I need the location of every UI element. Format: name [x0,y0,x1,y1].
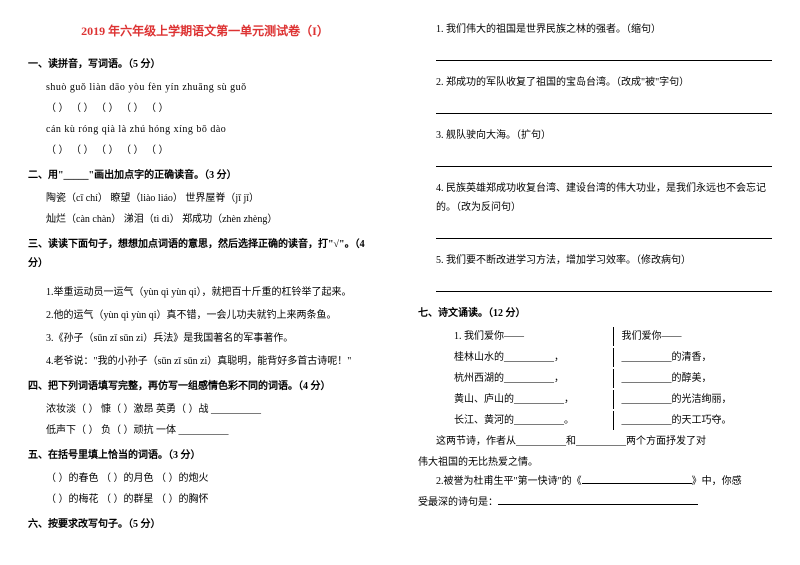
poem-row-1: 1. 我们爱你—— 我们爱你—— [418,327,772,346]
poem-1r: 我们爱你—— [622,327,773,346]
section-7-heading: 七、诗文诵读。（12 分） [418,304,772,323]
poem-q2a: 2.被誉为杜甫生平"第一快诗"的《 [436,476,582,487]
paren-row-1: （ ） （ ） （ ） （ ） （ ） [28,99,382,118]
poem-row-2: 桂林山水的__________， __________的清香， [418,348,772,367]
answer-line-1 [436,47,772,61]
s2-line-1: 陶瓷（cī chí） 瞭望（liào liáo） 世界屋脊（jī jǐ） [28,189,382,208]
pinyin-row-2: cán kù róng qià là zhú hóng xíng bō dào [28,120,382,139]
blank [582,473,692,484]
poem-2l: 桂林山水的__________， [454,348,605,367]
poem-row-4: 黄山、庐山的__________， __________的光洁绚丽， [418,390,772,409]
right-column: 1. 我们伟大的祖国是世界民族之林的强者。（缩句） 2. 郑成功的军队收复了祖国… [400,20,782,545]
exam-title: 2019 年六年级上学期语文第一单元测试卷（I） [28,20,382,43]
q5: 5. 我们要不断改进学习方法，增加学习效率。（修改病句） [418,251,772,270]
q4: 4. 民族英雄郑成功收复台湾、建设台湾的伟大功业，是我们永远也不会忘记的。（改为… [418,179,772,217]
poem-sep [613,348,614,367]
q3: 3. 舰队驶向大海。（扩句） [418,126,772,145]
poem-row-3: 杭州西湖的__________， __________的醇美， [418,369,772,388]
paren-row-2: （ ） （ ） （ ） （ ） （ ） [28,141,382,160]
poem-sep [613,369,614,388]
section-4-heading: 四、把下列词语填写完整，再仿写一组感情色彩不同的词语。（4 分） [28,377,382,396]
poem-q2-line2: 受最深的诗句是： [418,493,772,512]
poem-q2c: 受最深的诗句是： [418,497,498,508]
section-2-heading: 二、用"_____"画出加点字的正确读音。（3 分） [28,166,382,185]
poem-2r: __________的清香， [622,348,773,367]
answer-line-3 [436,153,772,167]
poem-4r: __________的光洁绚丽， [622,390,773,409]
q2: 2. 郑成功的军队收复了祖国的宝岛台湾。（改成"被"字句） [418,73,772,92]
section-5-heading: 五、在括号里填上恰当的词语。（3 分） [28,446,382,465]
poem-5r: __________的天工巧夺。 [622,411,773,430]
s3-q1: 1.举重运动员一运气（yùn qì yùn qi），就把百十斤重的杠铃举了起来。 [28,283,382,302]
s4-line-2: 低声下（ ） 负（ ）顽抗 一体 __________ [28,421,382,440]
poem-row-5: 长江、黄河的__________。 __________的天工巧夺。 [418,411,772,430]
s3-q4: 4.老爷说："我的小孙子（sūn zǐ sūn zi）真聪明，能背好多首古诗呢！… [28,352,382,371]
s5-line-2: （ ）的梅花 （ ）的群星 （ ）的胸怀 [28,490,382,509]
section-1-heading: 一、读拼音，写词语。（5 分） [28,55,382,74]
blank [498,494,698,505]
s4-line-1: 浓妆淡（ ） 慷（ ）激昂 英勇（ ）战 __________ [28,400,382,419]
s3-q3: 3.《孙子（sūn zǐ sūn zi）兵法》是我国著名的军事著作。 [28,329,382,348]
s3-q2: 2.他的运气（yùn qì yùn qi）真不错，一会儿功夫就钓上来两条鱼。 [28,306,382,325]
poem-sep [613,390,614,409]
poem-3l: 杭州西湖的__________， [454,369,605,388]
poem-conclusion-1: 这两节诗，作者从__________和__________两个方面抒发了对 [418,432,772,451]
section-3-heading: 三、读读下面句子，想想加点词语的意思，然后选择正确的读音，打"√"。（4 分） [28,235,382,273]
poem-4l: 黄山、庐山的__________， [454,390,605,409]
poem-q2b: 》中，你感 [692,476,742,487]
poem-sep [613,411,614,430]
poem-q2: 2.被誉为杜甫生平"第一快诗"的《 》中，你感 [418,472,772,491]
pinyin-row-1: shuò guǒ liàn dāo yòu fèn yín zhuāng sù … [28,78,382,97]
poem-3r: __________的醇美， [622,369,773,388]
answer-line-2 [436,100,772,114]
left-column: 2019 年六年级上学期语文第一单元测试卷（I） 一、读拼音，写词语。（5 分）… [18,20,400,545]
s5-line-1: （ ）的春色 （ ）的月色 （ ）的炮火 [28,469,382,488]
section-6-heading: 六、按要求改写句子。（5 分） [28,515,382,534]
q1: 1. 我们伟大的祖国是世界民族之林的强者。（缩句） [418,20,772,39]
poem-5l: 长江、黄河的__________。 [454,411,605,430]
poem-1l: 1. 我们爱你—— [454,327,605,346]
poem-conclusion-2: 伟大祖国的无比热爱之情。 [418,453,772,472]
answer-line-5 [436,278,772,292]
s2-line-2: 灿烂（càn chàn） 涕泪（tì dì） 郑成功（zhèn zhèng） [28,210,382,229]
poem-sep [613,327,614,346]
answer-line-4 [436,225,772,239]
